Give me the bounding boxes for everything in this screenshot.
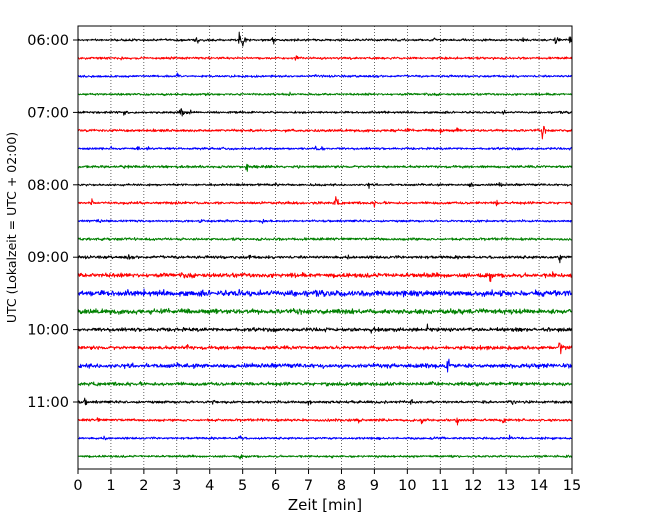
trace-0730 <box>77 145 573 151</box>
x-tick-label: 15 <box>563 478 581 494</box>
seismic-traces <box>77 31 573 460</box>
trace-1115 <box>77 417 573 426</box>
trace-0745 <box>77 163 573 172</box>
x-axis-ticks: 0 1 2 3 4 5 6 7 8 9 10 11 12 13 14 15 <box>73 469 581 494</box>
x-tick-label: 10 <box>398 478 416 494</box>
trace-1145 <box>77 454 573 460</box>
y-axis-label: UTC (Lokalzeit = UTC + 02:00) <box>4 132 19 323</box>
y-tick-label: 06:00 <box>27 33 69 49</box>
x-tick-label: 4 <box>205 478 214 494</box>
x-tick-label: 8 <box>337 478 346 494</box>
trace-1130 <box>77 434 573 441</box>
trace-0600 <box>77 31 573 47</box>
x-tick-label: 1 <box>106 478 115 494</box>
trace-0645 <box>77 91 573 97</box>
trace-0915 <box>77 271 573 283</box>
trace-0700 <box>77 108 573 117</box>
trace-1030 <box>77 358 573 373</box>
x-tick-label: 5 <box>238 478 247 494</box>
x-tick-label: 12 <box>464 478 482 494</box>
y-tick-label: 07:00 <box>27 105 69 121</box>
trace-1045 <box>77 380 573 387</box>
y-axis-ticks: 06:00 07:00 08:00 09:00 10:00 11:00 <box>27 33 78 411</box>
x-tick-label: 9 <box>370 478 379 494</box>
y-tick-label: 11:00 <box>27 395 69 411</box>
x-tick-label: 13 <box>497 478 515 494</box>
trace-0900 <box>77 254 573 264</box>
trace-1000 <box>77 323 573 334</box>
trace-0830 <box>77 218 573 224</box>
trace-0845 <box>77 237 573 242</box>
x-tick-label: 3 <box>172 478 181 494</box>
y-tick-label: 08:00 <box>27 178 69 194</box>
trace-0630 <box>77 72 573 78</box>
trace-0800 <box>77 181 573 189</box>
x-axis-label: Zeit [min] <box>288 496 362 514</box>
x-tick-label: 14 <box>530 478 548 494</box>
trace-0945 <box>77 307 573 316</box>
y-tick-label: 10:00 <box>27 323 69 339</box>
plot-frame <box>77 25 573 470</box>
x-tick-label: 7 <box>304 478 313 494</box>
y-tick-label: 09:00 <box>27 250 69 266</box>
x-tick-label: 6 <box>271 478 280 494</box>
trace-1015 <box>77 342 573 355</box>
x-tick-label: 0 <box>73 478 82 494</box>
trace-0715 <box>77 125 573 140</box>
trace-0615 <box>77 55 573 61</box>
x-tick-label: 11 <box>431 478 449 494</box>
trace-0815 <box>77 196 573 208</box>
trace-1100 <box>77 397 573 406</box>
x-tick-label: 2 <box>139 478 148 494</box>
trace-0930 <box>77 288 573 298</box>
